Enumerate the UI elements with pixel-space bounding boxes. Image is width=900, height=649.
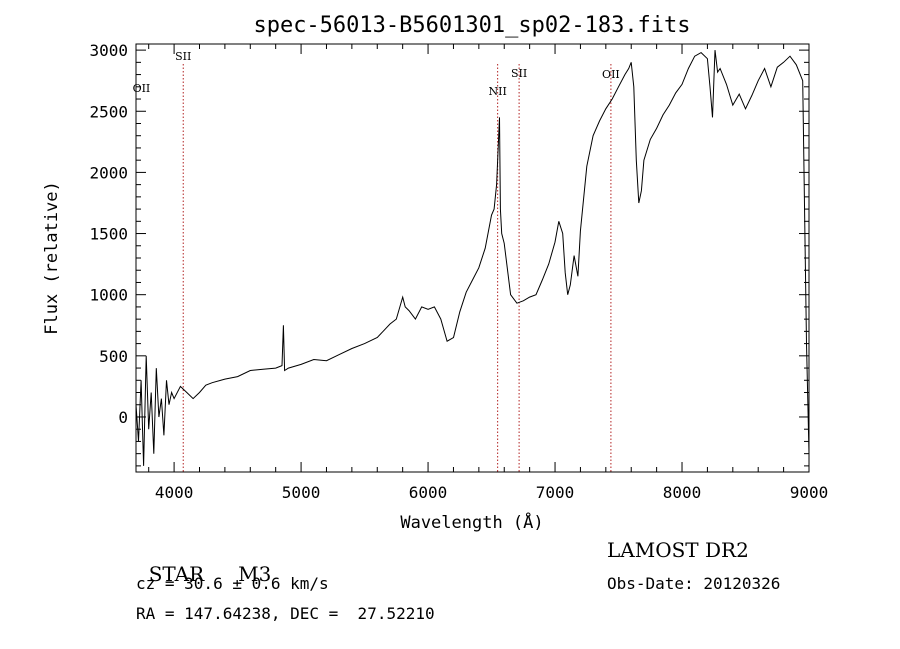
annotation-label: OII: [133, 82, 151, 95]
spectrum-line: [135, 50, 810, 466]
obs-date: Obs-Date: 20120326: [607, 574, 781, 593]
x-tick-label: 6000: [409, 483, 448, 502]
plot-frame: [135, 43, 810, 473]
subclass-label: M3: [238, 562, 272, 586]
y-tick-label: 3000: [89, 41, 128, 60]
cz-value: cz = 30.6 ± 0.6 km/s: [136, 574, 329, 593]
line-annotations: OII SII NII SII OII: [133, 50, 620, 472]
annotation-label: SII: [175, 50, 191, 63]
annotation-label: OII: [602, 68, 620, 81]
x-tick-label: 7000: [536, 483, 575, 502]
class-label: STAR: [148, 562, 205, 586]
y-tick-label: 500: [99, 347, 128, 366]
survey-label: LAMOST DR2: [607, 538, 749, 562]
x-tick-label: 8000: [663, 483, 702, 502]
y-tick-label: 1000: [89, 286, 128, 305]
y-tick-label: 1500: [89, 225, 128, 244]
annotation-label: NII: [488, 85, 506, 98]
annotation-label: SII: [511, 67, 527, 80]
coordinates: RA = 147.64238, DEC = 27.52210: [136, 604, 435, 623]
y-axis-label: Flux (relative): [42, 181, 62, 335]
x-axis-label: Wavelength (Å): [400, 511, 543, 533]
y-tick-label: 2500: [89, 102, 128, 121]
x-tick-label: 5000: [282, 483, 321, 502]
axis-ticks: 4000 5000 6000 7000 8000 9000 0 500 1000 1500 2000…: [89, 41, 828, 502]
chart-title: spec-56013-B5601301_sp02-183.fits: [253, 13, 690, 38]
y-tick-label: 2000: [89, 163, 128, 182]
x-tick-label: 4000: [155, 483, 194, 502]
object-class: STAR M3: [136, 538, 272, 586]
x-tick-label: 9000: [790, 483, 829, 502]
y-tick-label: 0: [118, 408, 128, 427]
